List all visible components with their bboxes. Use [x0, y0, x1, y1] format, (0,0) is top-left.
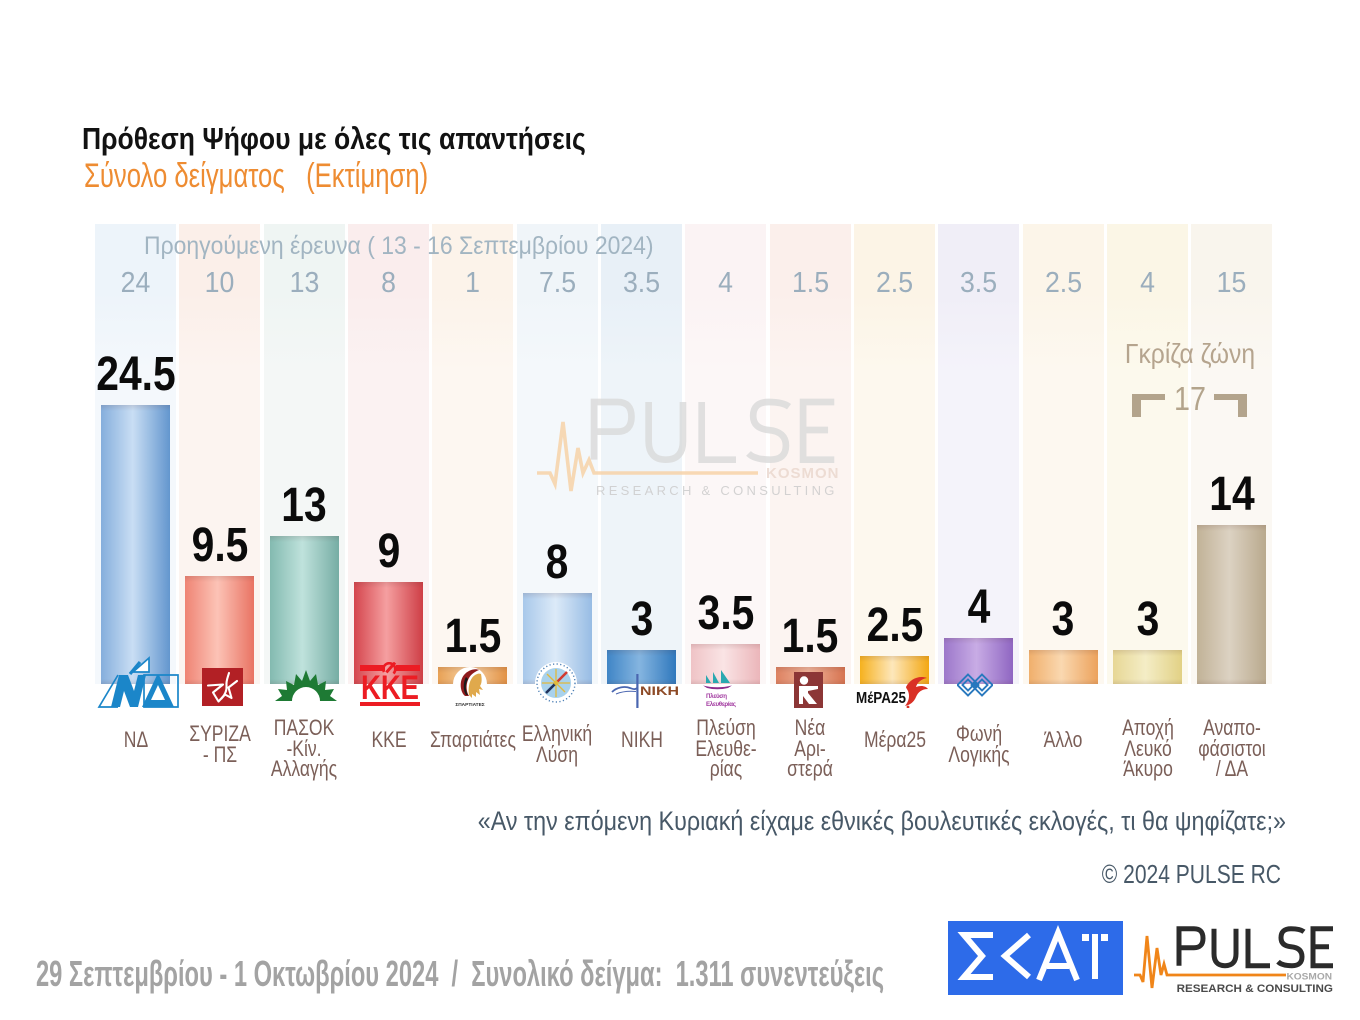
svg-text:KKE: KKE	[361, 669, 419, 706]
svg-text:KOSMON: KOSMON	[1287, 972, 1333, 983]
svg-text:RESEARCH & CONSULTING: RESEARCH & CONSULTING	[1177, 983, 1333, 995]
svg-text:MέΡΑ25: MέΡΑ25	[856, 690, 906, 707]
svg-text:KOSMON: KOSMON	[766, 465, 840, 482]
svg-text:Ελευθερίας: Ελευθερίας	[706, 701, 736, 708]
svg-text:RESEARCH & CONSULTING: RESEARCH & CONSULTING	[596, 483, 838, 498]
svg-text:ΝΙΚΗ: ΝΙΚΗ	[640, 686, 679, 698]
svg-text:ΣΠΑΡΤΙΑΤΕΣ: ΣΠΑΡΤΙΑΤΕΣ	[455, 702, 484, 708]
svg-text:Πλεύση: Πλεύση	[706, 693, 727, 700]
